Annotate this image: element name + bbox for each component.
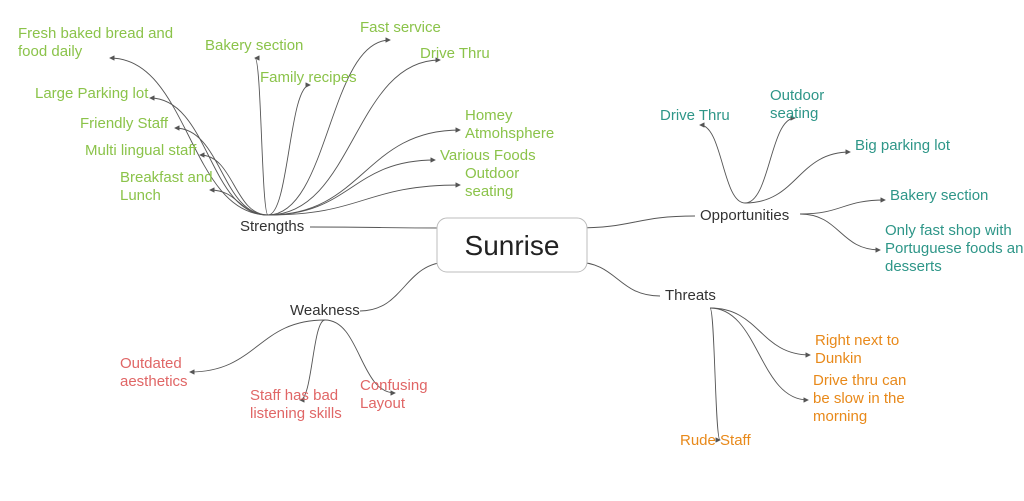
strengths-leaf-4: Family recipes [260,69,357,86]
strengths-leaf-6: HomeyAtmohsphere [465,107,554,142]
edge-opportunities-leaf-1 [745,118,795,203]
edge-threats-leaf-1 [710,308,808,400]
edge-strengths-leaf-10 [268,185,460,215]
edge-strengths-leaf-6 [268,130,460,215]
strengths-leaf-3: Drive Thru [420,45,490,62]
edge-root-to-weakness [360,262,449,311]
edge-strengths-leaf-2 [268,40,390,215]
weakness-leaf-2: ConfusingLayout [360,377,428,412]
strengths-leaf-9: Multi lingual staff [85,142,197,159]
weakness-label: Weakness [290,302,360,319]
weakness-leaf-0: Outdatedaesthetics [120,355,188,390]
edge-root-to-strengths [310,227,449,228]
strengths-leaf-2: Fast service [360,19,441,36]
edge-opportunities-leaf-2 [745,152,850,203]
strengths-leaf-1: Bakery section [205,37,303,54]
root-label: Sunrise [465,230,560,261]
strengths-leaf-10: Outdoorseating [465,165,519,200]
opportunities-leaf-0: Drive Thru [660,107,730,124]
opportunities-leaf-2: Big parking lot [855,137,951,154]
strengths-leaf-11: Breakfast andLunch [120,169,213,204]
edge-strengths-leaf-8 [268,160,435,215]
mindmap-canvas: Sunrise Strengths Fresh baked bread andfoo… [0,0,1024,501]
opportunities-leaf-1: Outdoorseating [770,87,824,122]
opportunities-label: Opportunities [700,207,789,224]
edge-root-to-opportunities [575,216,695,228]
root-node[interactable]: Sunrise [437,218,587,272]
edge-threats-leaf-2 [710,308,720,440]
threats-leaf-0: Right next toDunkin [815,332,899,367]
strengths-leaf-0: Fresh baked bread andfood daily [18,25,173,60]
opportunities-leaf-4: Only fast shop withPortuguese foods andd… [885,222,1024,275]
strengths-leaf-5: Large Parking lot [35,85,149,102]
strengths-label: Strengths [240,218,304,235]
edge-opportunities-leaf-4 [800,214,880,250]
edge-root-to-threats [575,262,660,296]
threats-leaf-2: Rude Staff [680,432,751,449]
strengths-leaf-8: Various Foods [440,147,536,164]
threats-label: Threats [665,287,716,304]
edge-threats-leaf-0 [710,308,810,355]
edge-opportunities-leaf-0 [700,125,745,203]
weakness-leaf-1: Staff has badlistening skills [250,387,342,422]
opportunities-leaf-3: Bakery section [890,187,988,204]
edge-strengths-leaf-4 [268,85,310,215]
edge-opportunities-leaf-3 [800,200,885,214]
threats-leaf-1: Drive thru canbe slow in themorning [813,372,906,425]
edge-weakness-leaf-0 [190,320,325,372]
strengths-leaf-7: Friendly Staff [80,115,169,132]
